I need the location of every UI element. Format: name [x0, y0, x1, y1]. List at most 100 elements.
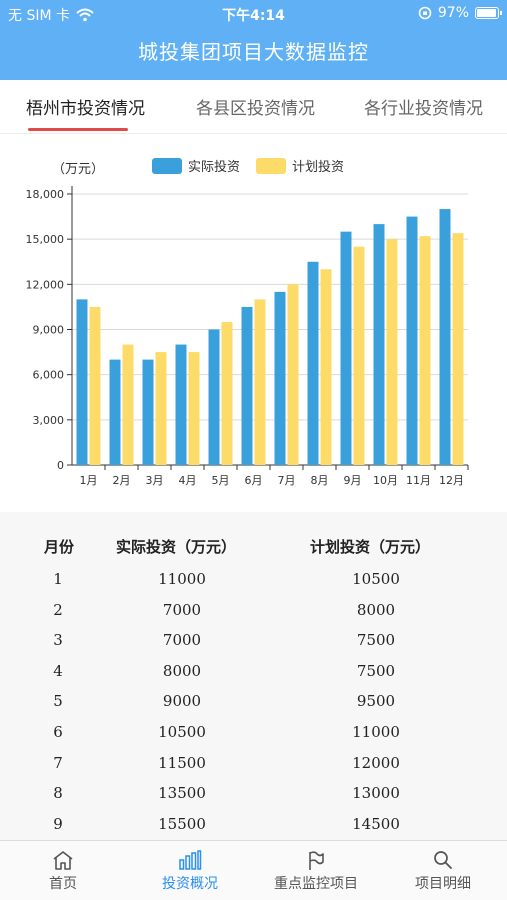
status-time: 下午4:14 — [222, 8, 285, 24]
y-axis-unit-label: （万元） — [52, 162, 105, 177]
table-cell-month: 1 — [53, 570, 63, 588]
search-icon — [434, 851, 452, 869]
bar-plan — [254, 299, 266, 465]
battery-percent: 97% — [437, 5, 469, 21]
bar-plan — [353, 246, 365, 465]
table-header-month: 月份 — [44, 538, 75, 556]
table-cell-plan: 11000 — [352, 723, 400, 741]
home-icon — [53, 851, 73, 870]
x-tick-label: 1月 — [80, 474, 98, 487]
flag-icon — [309, 851, 324, 870]
table-cell-actual: 8000 — [162, 661, 202, 680]
tabbar-item-home[interactable]: 首页 — [0, 849, 126, 893]
x-tick-label: 5月 — [212, 474, 230, 487]
table-cell-month: 6 — [53, 723, 63, 741]
table-cell-plan: 8000 — [356, 600, 396, 619]
tabbar-item-key-projects[interactable]: 重点监控项目 — [253, 849, 379, 893]
bar-actual — [175, 344, 187, 465]
chart-legend: 实际投资 计划投资 — [152, 156, 360, 175]
investment-chart: （万元） 实际投资 计划投资 0 3,000 6,000 9,000 12,000 15,… — [0, 140, 507, 510]
legend-item-actual[interactable]: 实际投资 — [152, 156, 240, 175]
bar-plan — [122, 344, 134, 465]
table-row: 5 9000 9500 — [0, 692, 507, 723]
x-tick-label: 10月 — [373, 474, 398, 487]
x-tick-label: 8月 — [311, 474, 329, 487]
bar-actual — [307, 261, 319, 465]
tabbar-item-overview[interactable]: 投资概况 — [127, 849, 253, 893]
tabbar-label-home: 首页 — [49, 876, 77, 892]
x-tick-label: 11月 — [406, 474, 431, 487]
y-tick-label: 0 — [57, 459, 64, 472]
bar-plan — [452, 233, 464, 465]
bar-actual — [208, 329, 220, 465]
bar-plan — [221, 321, 233, 465]
bar-actual — [373, 224, 385, 465]
bar-plan — [89, 306, 101, 465]
carrier-text: 无 SIM 卡 — [8, 8, 70, 24]
orientation-lock-icon — [418, 6, 432, 20]
table-header-actual: 实际投资（万元） — [116, 538, 237, 556]
table-cell-month: 8 — [53, 784, 63, 803]
table-row: 1 11000 10500 — [0, 570, 507, 601]
table-cell-plan: 13000 — [352, 784, 400, 803]
y-tick-label: 3,000 — [33, 414, 65, 427]
bar-plan — [155, 352, 167, 465]
y-tick-label: 18,000 — [26, 188, 65, 201]
segment-tabs: 梧州市投资情况 各县区投资情况 各行业投资情况 — [0, 80, 507, 134]
table-cell-actual: 10500 — [158, 723, 206, 741]
legend-label-actual: 实际投资 — [188, 160, 241, 175]
tab-county-investment[interactable]: 各县区投资情况 — [196, 99, 315, 119]
x-tick-label: 7月 — [278, 474, 296, 487]
table-cell-actual: 7000 — [162, 600, 202, 619]
bar-actual — [439, 209, 451, 465]
table-header-plan: 计划投资（万元） — [310, 538, 431, 556]
table-row: 3 7000 7500 — [0, 631, 507, 662]
bar-plan — [320, 269, 332, 465]
table-cell-plan: 12000 — [352, 753, 400, 772]
table-cell-plan: 7500 — [356, 631, 396, 650]
y-tick-label: 6,000 — [33, 369, 65, 382]
legend-item-plan[interactable]: 计划投资 — [256, 156, 344, 175]
investment-table: 月份 实际投资（万元） 计划投资（万元） 1 11000 10500 2 7000 800… — [0, 512, 507, 840]
x-tick-label: 4月 — [179, 474, 197, 487]
table-cell-actual: 11500 — [158, 753, 206, 772]
bar-plan — [419, 236, 431, 465]
x-tick-label: 12月 — [439, 474, 464, 487]
wifi-icon — [76, 8, 94, 22]
bar-actual — [406, 216, 418, 465]
legend-label-plan: 计划投资 — [292, 160, 345, 175]
bar-chart-svg: 0 3,000 6,000 9,000 12,000 15,000 18,000 1月 2月 3月… — [26, 186, 469, 487]
table-cell-actual: 11000 — [158, 570, 206, 588]
bar-actual — [241, 306, 253, 465]
tab-city-investment[interactable]: 梧州市投资情况 — [26, 99, 145, 119]
tab-industry-investment[interactable]: 各行业投资情况 — [364, 99, 483, 119]
y-tick-label: 15,000 — [26, 233, 65, 246]
status-right: 97% — [418, 5, 502, 21]
legend-swatch-actual — [152, 157, 182, 174]
tabbar-label-details: 项目明细 — [415, 876, 471, 892]
bar-actual — [109, 359, 121, 465]
table-cell-actual: 9000 — [162, 692, 202, 711]
status-bar: 无 SIM 卡 下午4:14 97% — [0, 0, 507, 28]
table-cell-actual: 7000 — [162, 631, 202, 650]
bar-plan — [287, 284, 299, 465]
x-tick-label: 6月 — [245, 474, 263, 487]
table-cell-actual: 15500 — [158, 814, 206, 833]
bar-actual — [142, 359, 154, 465]
x-tick-label: 2月 — [113, 474, 131, 487]
table-row: 6 10500 11000 — [0, 723, 507, 754]
table-cell-plan: 14500 — [352, 814, 400, 833]
tabbar-item-details[interactable]: 项目明细 — [380, 849, 506, 893]
tabbar-label-key-projects: 重点监控项目 — [274, 876, 358, 892]
page-title: 城投集团项目大数据监控 — [0, 28, 507, 80]
table-cell-month: 3 — [53, 631, 63, 650]
bar-chart-icon — [179, 850, 202, 870]
table-cell-month: 2 — [53, 600, 63, 619]
bar-plan — [386, 239, 398, 465]
bar-actual — [76, 299, 88, 465]
bottom-tab-bar: 首页 投资概况 重点监控项目 项目明细 — [0, 840, 507, 900]
bar-actual — [274, 291, 286, 465]
battery-icon — [475, 7, 502, 19]
table-cell-month: 9 — [53, 814, 63, 833]
table-row: 7 11500 12000 — [0, 754, 507, 785]
